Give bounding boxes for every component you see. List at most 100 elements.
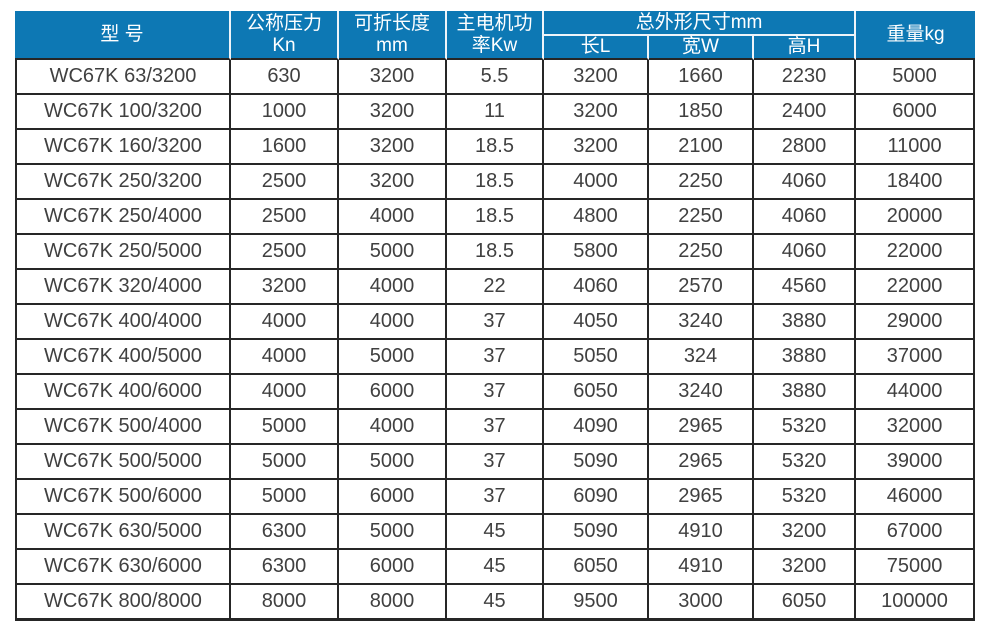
table-row: WC67K 100/3200 1000 3200 11 3200 1850 2400 6000 <box>15 95 976 130</box>
pressure-cell: 5000 <box>231 445 339 480</box>
weight-cell: 22000 <box>856 270 976 305</box>
model-cell: WC67K 320/4000 <box>15 270 231 305</box>
dim-height-cell: 2800 <box>754 130 857 165</box>
dim-length-cell: 5090 <box>544 445 649 480</box>
header-model: 型 号 <box>15 11 231 60</box>
pressure-cell: 1600 <box>231 130 339 165</box>
dim-height-cell: 6050 <box>754 585 857 621</box>
table-row: WC67K 500/6000 5000 6000 37 6090 2965 5320 4600… <box>15 480 976 515</box>
header-fold-length-line1: 可折长度 <box>353 12 430 34</box>
header-dim-length: 长L <box>544 36 649 60</box>
dim-length-cell: 5050 <box>544 340 649 375</box>
dim-height-cell: 2400 <box>754 95 857 130</box>
weight-cell: 18400 <box>856 165 976 200</box>
weight-cell: 37000 <box>856 340 976 375</box>
header-motor-power-line1: 主电机功 <box>456 12 533 34</box>
header-motor-power-line2: 率Kw <box>471 34 518 56</box>
fold-length-cell: 4000 <box>339 270 447 305</box>
fold-length-cell: 4000 <box>339 410 447 445</box>
motor-power-cell: 45 <box>447 585 544 621</box>
dim-length-cell: 4000 <box>544 165 649 200</box>
dim-width-cell: 2965 <box>649 480 754 515</box>
header-dimensions-group: 总外形尺寸mm <box>544 11 857 36</box>
dim-width-cell: 3000 <box>649 585 754 621</box>
fold-length-cell: 8000 <box>339 585 447 621</box>
header-pressure: 公称压力 Kn <box>231 11 339 60</box>
table-row: WC67K 63/3200 630 3200 5.5 3200 1660 2230 5000 <box>15 60 976 95</box>
dim-height-cell: 4060 <box>754 200 857 235</box>
weight-cell: 22000 <box>856 235 976 270</box>
weight-cell: 100000 <box>856 585 976 621</box>
fold-length-cell: 3200 <box>339 165 447 200</box>
header-fold-length: 可折长度 mm <box>339 11 447 60</box>
fold-length-cell: 5000 <box>339 515 447 550</box>
fold-length-cell: 6000 <box>339 550 447 585</box>
motor-power-cell: 11 <box>447 95 544 130</box>
model-cell: WC67K 400/5000 <box>15 340 231 375</box>
fold-length-cell: 4000 <box>339 305 447 340</box>
table-row: WC67K 250/4000 2500 4000 18.5 4800 2250 4060 20… <box>15 200 976 235</box>
pressure-cell: 630 <box>231 60 339 95</box>
pressure-cell: 2500 <box>231 165 339 200</box>
dim-width-cell: 2965 <box>649 445 754 480</box>
model-cell: WC67K 500/6000 <box>15 480 231 515</box>
weight-cell: 39000 <box>856 445 976 480</box>
dim-length-cell: 6090 <box>544 480 649 515</box>
dim-height-cell: 5320 <box>754 410 857 445</box>
header-pressure-line1: 公称压力 <box>245 12 322 34</box>
model-cell: WC67K 250/5000 <box>15 235 231 270</box>
weight-cell: 20000 <box>856 200 976 235</box>
dim-width-cell: 2100 <box>649 130 754 165</box>
dim-height-cell: 3880 <box>754 340 857 375</box>
pressure-cell: 4000 <box>231 305 339 340</box>
header-dim-width: 宽W <box>649 36 754 60</box>
header-fold-length-line2: mm <box>376 34 408 56</box>
dim-width-cell: 2250 <box>649 235 754 270</box>
model-cell: WC67K 160/3200 <box>15 130 231 165</box>
model-cell: WC67K 400/6000 <box>15 375 231 410</box>
header-model-label: 型 号 <box>100 23 144 45</box>
dim-width-cell: 3240 <box>649 305 754 340</box>
dim-width-cell: 2570 <box>649 270 754 305</box>
fold-length-cell: 6000 <box>339 480 447 515</box>
table-row: WC67K 500/4000 5000 4000 37 4090 2965 5320 3200… <box>15 410 976 445</box>
table-row: WC67K 250/5000 2500 5000 18.5 5800 2250 4060 22… <box>15 235 976 270</box>
dim-length-cell: 4800 <box>544 200 649 235</box>
model-cell: WC67K 500/4000 <box>15 410 231 445</box>
motor-power-cell: 37 <box>447 305 544 340</box>
motor-power-cell: 37 <box>447 340 544 375</box>
table-row: WC67K 630/5000 6300 5000 45 5090 4910 3200 6700… <box>15 515 976 550</box>
dim-height-cell: 4060 <box>754 235 857 270</box>
model-cell: WC67K 630/6000 <box>15 550 231 585</box>
model-cell: WC67K 100/3200 <box>15 95 231 130</box>
table-row: WC67K 160/3200 1600 3200 18.5 3200 2100 2800 11… <box>15 130 976 165</box>
fold-length-cell: 3200 <box>339 95 447 130</box>
dim-width-cell: 2250 <box>649 165 754 200</box>
fold-length-cell: 6000 <box>339 375 447 410</box>
fold-length-cell: 4000 <box>339 200 447 235</box>
dim-length-cell: 9500 <box>544 585 649 621</box>
motor-power-cell: 45 <box>447 515 544 550</box>
motor-power-cell: 18.5 <box>447 200 544 235</box>
table-row: WC67K 800/8000 8000 8000 45 9500 3000 6050 1000… <box>15 585 976 621</box>
dim-length-cell: 5090 <box>544 515 649 550</box>
dim-width-cell: 1850 <box>649 95 754 130</box>
dim-height-cell: 4560 <box>754 270 857 305</box>
weight-cell: 75000 <box>856 550 976 585</box>
header-motor-power: 主电机功 率Kw <box>447 11 544 60</box>
header-weight: 重量kg <box>856 11 976 60</box>
dim-height-cell: 3880 <box>754 305 857 340</box>
weight-cell: 67000 <box>856 515 976 550</box>
dim-height-cell: 3880 <box>754 375 857 410</box>
motor-power-cell: 18.5 <box>447 130 544 165</box>
dim-width-cell: 324 <box>649 340 754 375</box>
pressure-cell: 8000 <box>231 585 339 621</box>
pressure-cell: 4000 <box>231 340 339 375</box>
motor-power-cell: 37 <box>447 410 544 445</box>
table-header: 型 号 公称压力 Kn 可折长度 mm 主电机功 率Kw 总外形尺寸mm 重量k… <box>15 11 976 60</box>
motor-power-cell: 37 <box>447 375 544 410</box>
pressure-cell: 6300 <box>231 515 339 550</box>
pressure-cell: 6300 <box>231 550 339 585</box>
table-row: WC67K 400/6000 4000 6000 37 6050 3240 3880 4400… <box>15 375 976 410</box>
header-pressure-line2: Kn <box>272 34 296 56</box>
